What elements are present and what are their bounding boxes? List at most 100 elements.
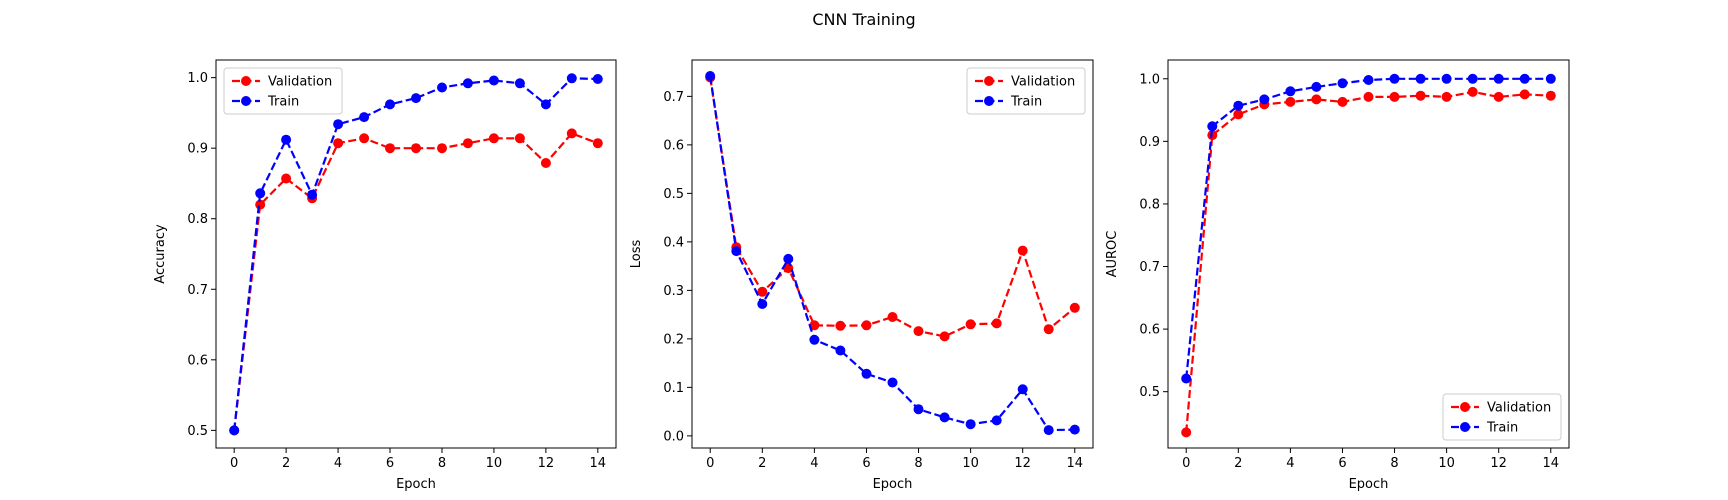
- loss-y-axis-label: Loss: [629, 240, 644, 269]
- data-point-train: [1363, 75, 1374, 85]
- data-point-validation: [1545, 90, 1556, 101]
- x-tick-label: 4: [810, 456, 818, 471]
- auroc-subplot: 0 2 4 6 8 10 12 14 0.5 0.6 0.7 0.8 0.9 1.0 Epoch AUROC V…: [1105, 59, 1570, 492]
- data-point-validation: [1043, 324, 1054, 335]
- data-point-train: [1337, 78, 1348, 89]
- y-tick-label: 0.8: [1139, 197, 1160, 212]
- auroc-x-axis-label: Epoch: [1349, 477, 1389, 492]
- axes-frame: [215, 59, 617, 449]
- data-point-train: [1519, 73, 1530, 84]
- data-point-train: [887, 377, 898, 388]
- data-point-train: [385, 99, 395, 110]
- loss-subplot: 0 2 4 6 8 10 12 14 0.0 0.1 0.2 0.3 0.4 0.5 0.6 0.7 Epoch…: [629, 59, 1094, 492]
- data-point-train: [488, 75, 499, 86]
- x-tick-label: 10: [486, 456, 503, 471]
- data-point-validation: [1467, 86, 1478, 97]
- data-point-train: [731, 246, 742, 257]
- data-point-train: [255, 188, 266, 199]
- y-tick-label: 0.2: [663, 332, 684, 347]
- data-point-validation: [281, 173, 292, 184]
- data-point-validation: [1493, 91, 1504, 102]
- data-point-validation: [385, 143, 395, 154]
- legend-label-train: Train: [267, 95, 299, 110]
- y-tick-label: 1.0: [1139, 72, 1160, 87]
- x-tick-label: 0: [230, 456, 238, 471]
- data-point-validation: [592, 138, 603, 149]
- x-tick-label: 8: [438, 456, 446, 471]
- data-point-train: [861, 368, 872, 379]
- data-point-validation: [488, 133, 499, 144]
- data-point-train: [1069, 424, 1080, 435]
- axes-frame: [691, 59, 1094, 449]
- accuracy-x-axis-label: Epoch: [396, 477, 436, 492]
- x-tick-label: 8: [1390, 456, 1398, 471]
- x-tick-label: 14: [1066, 456, 1083, 471]
- x-tick-label: 14: [1542, 456, 1559, 471]
- data-point-validation: [861, 320, 872, 331]
- data-point-validation: [359, 133, 370, 144]
- y-tick-label: 0.5: [1139, 385, 1160, 400]
- data-point-validation: [437, 143, 447, 154]
- data-point-train: [1043, 425, 1054, 436]
- data-point-train: [809, 334, 820, 345]
- legend-marker-train: [241, 96, 251, 106]
- data-point-validation: [1389, 91, 1400, 102]
- x-tick-label: 12: [1490, 456, 1507, 471]
- data-point-train: [783, 253, 794, 264]
- loss-x-axis-label: Epoch: [873, 477, 913, 492]
- data-point-train: [514, 78, 525, 89]
- x-tick-label: 2: [758, 456, 766, 471]
- data-point-train: [307, 189, 318, 200]
- data-point-validation: [1069, 302, 1080, 313]
- x-tick-label: 6: [386, 456, 394, 471]
- x-tick-label: 0: [706, 456, 714, 471]
- data-point-train: [1415, 73, 1426, 84]
- data-point-train: [592, 74, 603, 84]
- data-point-train: [1285, 86, 1296, 97]
- data-point-train: [1545, 73, 1556, 84]
- y-tick-label: 0.5: [187, 424, 208, 439]
- data-point-train: [913, 404, 924, 415]
- data-point-train: [1207, 121, 1218, 132]
- y-tick-label: 0.6: [663, 138, 684, 153]
- data-point-validation: [887, 312, 898, 322]
- x-tick-label: 2: [282, 456, 290, 471]
- data-point-validation: [1415, 90, 1426, 101]
- y-tick-label: 0.5: [663, 187, 684, 202]
- data-point-validation: [809, 320, 820, 331]
- legend-box: [966, 67, 1086, 115]
- data-point-train: [965, 419, 976, 430]
- data-point-train: [437, 82, 447, 93]
- x-tick-label: 4: [1286, 456, 1294, 471]
- y-tick-label: 0.7: [1139, 260, 1160, 275]
- data-point-train: [1181, 373, 1192, 384]
- data-point-validation: [1233, 109, 1244, 120]
- x-tick-label: 14: [590, 456, 607, 471]
- data-point-train: [540, 99, 551, 110]
- legend: Validation Train: [966, 67, 1086, 115]
- x-tick-label: 10: [962, 456, 979, 471]
- data-point-validation: [1285, 96, 1296, 107]
- y-tick-label: 0.9: [1139, 135, 1160, 150]
- data-point-validation: [835, 320, 846, 331]
- data-point-train: [705, 71, 716, 81]
- x-tick-label: 10: [1438, 456, 1455, 471]
- data-point-train: [1389, 73, 1400, 84]
- data-point-train: [229, 425, 240, 436]
- legend-label-validation: Validation: [1011, 75, 1075, 90]
- x-tick-label: 8: [914, 456, 922, 471]
- data-point-train: [939, 412, 950, 423]
- legend-label-validation: Validation: [268, 75, 332, 90]
- x-tick-label: 4: [334, 456, 342, 471]
- y-tick-label: 1.0: [187, 71, 208, 86]
- legend-box: [223, 67, 343, 115]
- legend: Validation Train: [223, 67, 343, 115]
- data-point-train: [1017, 384, 1028, 395]
- accuracy-subplot: 0 2 4 6 8 10 12 14 0.5 0.6 0.7 0.8 0.9 1.0 Epoch Accura…: [153, 59, 617, 492]
- data-point-train: [1259, 94, 1270, 105]
- data-point-validation: [1363, 91, 1374, 102]
- x-tick-label: 6: [1338, 456, 1346, 471]
- y-tick-label: 0.6: [187, 353, 208, 368]
- y-tick-label: 0.3: [663, 284, 684, 299]
